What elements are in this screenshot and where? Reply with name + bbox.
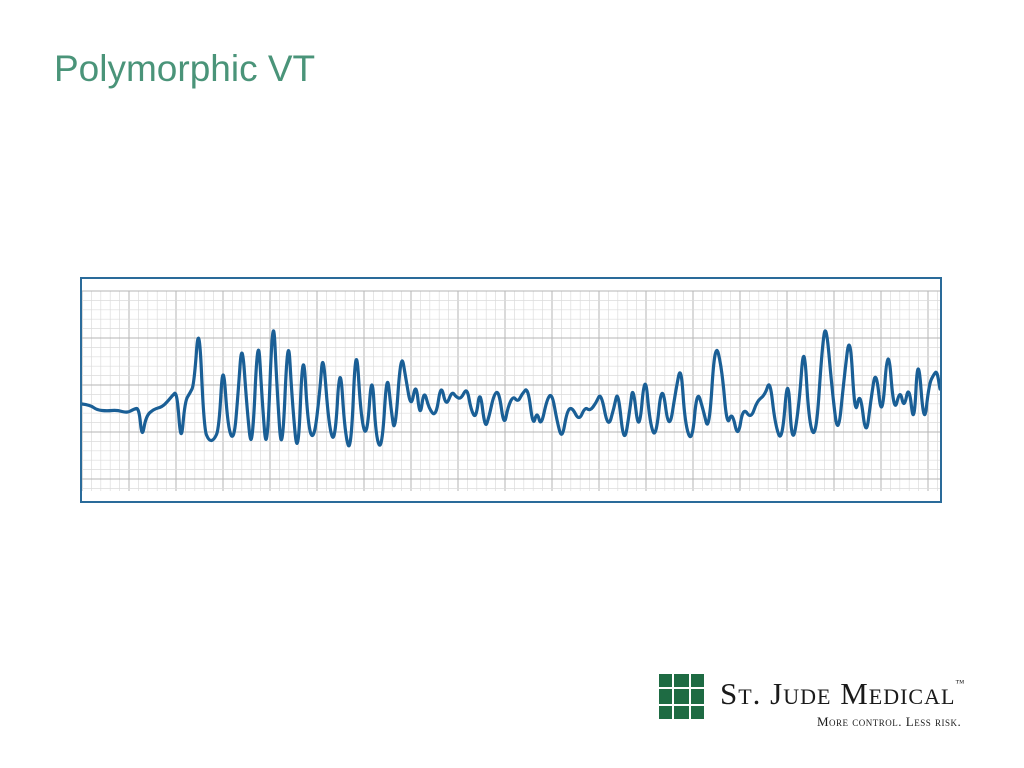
st-jude-medical-logo: St. Jude Medical™ More control. Less ris…: [659, 674, 989, 734]
ecg-waveform: [82, 329, 940, 448]
slide-title: Polymorphic VT: [54, 48, 316, 89]
logo-tagline: More control. Less risk.: [817, 714, 962, 729]
logo-company-name: St. Jude Medical™: [720, 676, 966, 711]
ecg-strip: [80, 277, 942, 503]
ecg-grid: [82, 290, 940, 491]
ecg-tracing: [82, 290, 940, 491]
st-jude-medical-grid-mark-icon: [659, 674, 704, 719]
